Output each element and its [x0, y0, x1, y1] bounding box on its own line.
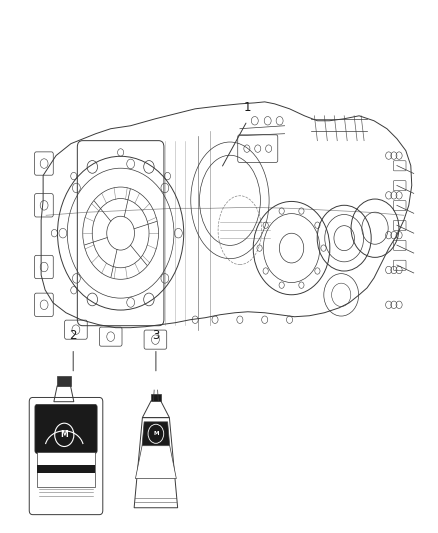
Bar [37, 465, 95, 473]
Polygon shape [135, 446, 177, 479]
Text: 2: 2 [70, 329, 77, 342]
FancyBboxPatch shape [35, 405, 97, 454]
Text: M: M [60, 430, 68, 439]
Text: 1: 1 [244, 101, 251, 114]
Polygon shape [142, 422, 170, 446]
Bar [37, 452, 95, 487]
Text: M: M [153, 431, 159, 437]
Bar [151, 394, 161, 401]
Text: 3: 3 [152, 329, 159, 342]
Polygon shape [57, 376, 71, 386]
